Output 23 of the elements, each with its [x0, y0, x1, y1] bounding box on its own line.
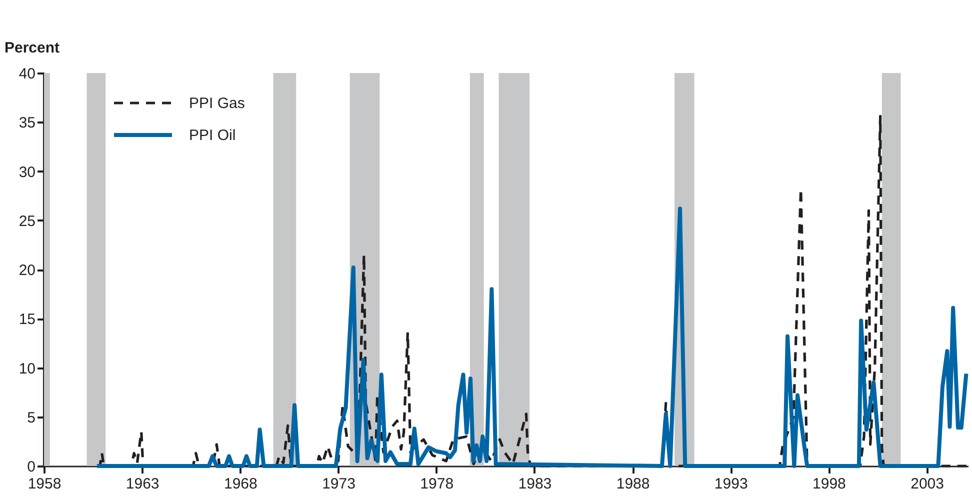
y-tick-label: 35	[18, 114, 36, 132]
x-tick-label: 1958	[28, 476, 62, 492]
y-tick-label: 5	[27, 409, 36, 426]
x-tick-label: 1993	[714, 476, 748, 492]
x-tick-label: 1968	[224, 476, 258, 492]
x-tick-label: 1998	[812, 476, 846, 492]
y-tick-label: 20	[18, 262, 36, 279]
x-tick-label: 1983	[518, 476, 552, 492]
y-axis-title: Percent	[4, 40, 60, 56]
line-series	[94, 206, 968, 468]
x-tick-label: 2003	[910, 476, 944, 492]
y-tick-label: 30	[18, 164, 36, 181]
y-tick-label: 25	[18, 212, 36, 230]
x-tick-label: 1988	[616, 476, 650, 492]
y-tick-label: 0	[27, 458, 36, 476]
y-tick-label: 40	[18, 66, 36, 82]
x-tick-label: 1963	[126, 476, 160, 492]
legend-label: PPI Gas	[189, 95, 245, 112]
y-tick-label: 10	[18, 360, 36, 378]
legend-label: PPI Oil	[189, 127, 236, 144]
x-tick-label: 1973	[322, 476, 356, 492]
x-tick-label: 1978	[420, 476, 454, 492]
y-tick-label: 15	[18, 311, 36, 328]
